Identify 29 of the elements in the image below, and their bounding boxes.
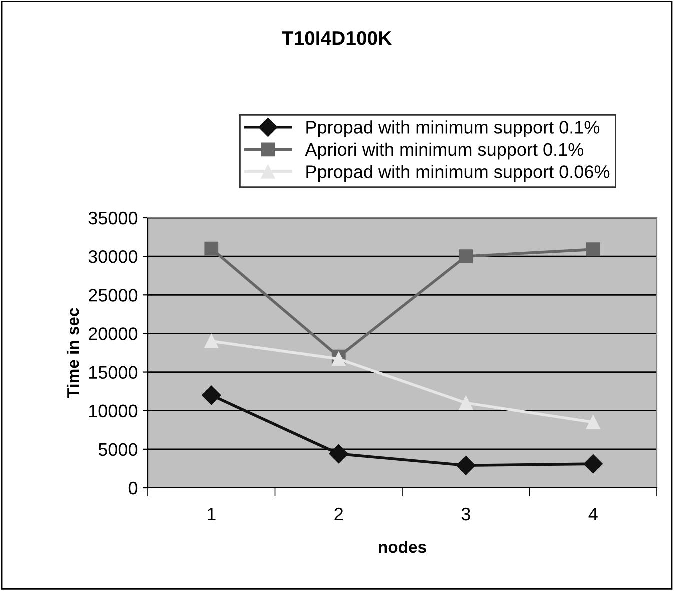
x-axis-title: nodes: [379, 540, 426, 554]
x-tick-label: 1: [208, 508, 216, 521]
x-tick-label: 2: [334, 508, 343, 521]
point: [586, 242, 600, 257]
x-tick-label: 4: [588, 508, 598, 521]
y-tick-label: 35000: [88, 212, 138, 225]
point: [202, 386, 222, 405]
y-tick-label: 0: [128, 482, 138, 495]
y-tick-label: 30000: [88, 250, 138, 264]
y-tick-label: 15000: [89, 366, 138, 380]
point: [332, 352, 346, 366]
legend-label: Apriori with minimum support 0.1%: [305, 142, 584, 160]
point: [584, 454, 603, 474]
point: [204, 242, 219, 256]
point: [329, 444, 348, 464]
chart-title: T10I4D100K: [282, 31, 392, 46]
legend-label: Ppropad with minimum support 0.1%: [306, 120, 600, 138]
point: [204, 334, 219, 348]
point: [456, 456, 476, 476]
legend-label: Ppropad with minimum support 0.06%: [306, 165, 610, 182]
point: [586, 415, 600, 430]
x-tick-label: 3: [462, 508, 470, 521]
y-tick-label: 10000: [89, 404, 138, 418]
y-tick-label: 5000: [98, 443, 138, 456]
point: [459, 396, 474, 410]
y-tick-label: 25000: [88, 289, 138, 302]
point: [459, 250, 474, 264]
y-tick-label: 20000: [88, 328, 138, 340]
y-axis-title: Time in sec: [66, 308, 80, 398]
